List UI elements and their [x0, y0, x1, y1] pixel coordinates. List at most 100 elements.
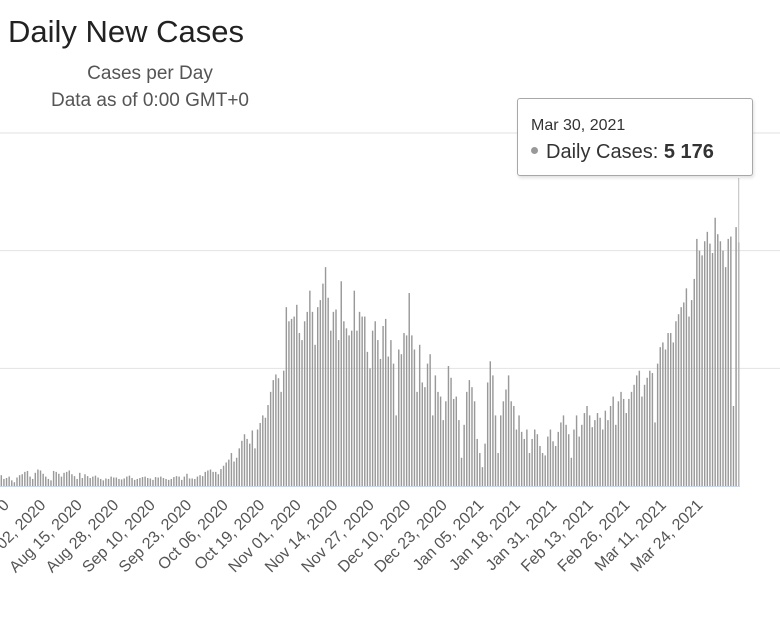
daily-cases-bar[interactable]: [539, 445, 541, 486]
daily-cases-bar[interactable]: [693, 278, 695, 486]
daily-cases-bar[interactable]: [387, 356, 390, 486]
daily-cases-bar[interactable]: [573, 429, 575, 486]
daily-cases-bar[interactable]: [337, 340, 340, 486]
daily-cases-bar[interactable]: [358, 311, 361, 486]
daily-cases-bar[interactable]: [649, 370, 651, 486]
daily-cases-bar[interactable]: [384, 318, 387, 486]
daily-cases-bar[interactable]: [13, 482, 16, 486]
daily-cases-bar[interactable]: [471, 387, 473, 486]
daily-cases-bar[interactable]: [620, 391, 622, 486]
daily-cases-bar[interactable]: [690, 300, 693, 486]
daily-cases-bar[interactable]: [541, 453, 544, 486]
daily-cases-bar[interactable]: [306, 311, 308, 486]
daily-cases-bar[interactable]: [16, 477, 18, 486]
daily-cases-bar[interactable]: [296, 304, 298, 486]
daily-cases-bar[interactable]: [204, 471, 206, 486]
daily-cases-bar[interactable]: [628, 398, 630, 486]
daily-cases-bar[interactable]: [141, 477, 144, 486]
daily-cases-bar[interactable]: [526, 429, 528, 486]
daily-cases-bar[interactable]: [39, 470, 42, 486]
daily-cases-bar[interactable]: [615, 424, 617, 486]
daily-cases-bar[interactable]: [92, 476, 94, 486]
daily-cases-bar[interactable]: [455, 396, 458, 486]
daily-cases-bar[interactable]: [128, 475, 131, 486]
daily-cases-bar[interactable]: [719, 241, 722, 486]
daily-cases-bar[interactable]: [209, 469, 212, 486]
daily-cases-bar[interactable]: [486, 382, 489, 486]
daily-cases-bar[interactable]: [154, 477, 157, 486]
daily-cases-bar[interactable]: [215, 471, 217, 486]
daily-cases-bar[interactable]: [314, 344, 316, 486]
daily-cases-bar[interactable]: [641, 396, 643, 486]
daily-cases-bar[interactable]: [651, 373, 654, 486]
daily-cases-bar[interactable]: [447, 365, 450, 486]
daily-cases-bar[interactable]: [94, 475, 97, 486]
daily-cases-bar[interactable]: [390, 340, 392, 486]
daily-cases-bar[interactable]: [50, 480, 52, 486]
daily-cases-bar[interactable]: [225, 462, 227, 486]
daily-cases-bar[interactable]: [327, 297, 329, 486]
daily-cases-bar[interactable]: [452, 398, 455, 486]
daily-cases-bar[interactable]: [254, 448, 256, 486]
daily-cases-bar[interactable]: [408, 293, 410, 486]
daily-cases-bar[interactable]: [581, 424, 583, 486]
daily-cases-bar[interactable]: [330, 330, 332, 486]
daily-cases-bar[interactable]: [518, 415, 520, 486]
daily-cases-bar[interactable]: [73, 476, 76, 486]
daily-cases-bar[interactable]: [602, 429, 604, 486]
daily-cases-bar[interactable]: [0, 475, 3, 486]
daily-cases-bar[interactable]: [411, 335, 413, 486]
daily-cases-bar[interactable]: [199, 475, 201, 486]
daily-cases-bar[interactable]: [711, 253, 714, 486]
daily-cases-bar[interactable]: [45, 476, 47, 486]
daily-cases-bar[interactable]: [26, 470, 29, 486]
daily-cases-bar[interactable]: [617, 401, 620, 486]
daily-cases-bar[interactable]: [662, 342, 664, 486]
daily-cases-bar[interactable]: [81, 478, 84, 486]
daily-cases-bar[interactable]: [71, 474, 73, 486]
daily-cases-bar[interactable]: [324, 267, 327, 486]
daily-cases-bar[interactable]: [37, 469, 39, 486]
daily-cases-bar[interactable]: [510, 401, 512, 486]
daily-cases-bar[interactable]: [625, 413, 627, 486]
daily-cases-bar[interactable]: [264, 417, 267, 486]
daily-cases-bar[interactable]: [230, 453, 233, 486]
daily-cases-bar[interactable]: [178, 476, 180, 486]
daily-cases-bar[interactable]: [319, 300, 322, 486]
daily-cases-bar[interactable]: [377, 340, 379, 486]
daily-cases-bar[interactable]: [534, 429, 536, 486]
daily-cases-bar[interactable]: [290, 318, 293, 486]
daily-cases-bar[interactable]: [460, 457, 463, 486]
daily-cases-bar[interactable]: [664, 349, 667, 486]
daily-cases-bar[interactable]: [544, 455, 546, 486]
daily-cases-bar[interactable]: [638, 370, 641, 486]
daily-cases-bar[interactable]: [55, 471, 57, 486]
daily-cases-bar[interactable]: [335, 309, 337, 487]
daily-cases-bar[interactable]: [340, 281, 342, 486]
daily-cases-bar[interactable]: [220, 469, 222, 486]
daily-cases-bar[interactable]: [249, 443, 251, 486]
daily-cases-bar[interactable]: [29, 476, 31, 486]
daily-cases-bar[interactable]: [591, 427, 593, 486]
daily-cases-bar[interactable]: [732, 405, 735, 486]
daily-cases-bar[interactable]: [659, 347, 661, 486]
daily-cases-bar[interactable]: [730, 236, 732, 486]
daily-cases-bar[interactable]: [348, 335, 350, 486]
daily-cases-bar[interactable]: [282, 370, 285, 486]
daily-cases-bar[interactable]: [356, 330, 358, 486]
daily-cases-bar[interactable]: [259, 422, 261, 486]
daily-cases-bar[interactable]: [63, 472, 65, 486]
daily-cases-bar[interactable]: [364, 316, 366, 486]
daily-cases-bar[interactable]: [586, 405, 588, 486]
daily-cases-bar[interactable]: [241, 440, 243, 486]
daily-cases-bar[interactable]: [267, 405, 269, 486]
daily-cases-bar[interactable]: [557, 431, 559, 486]
daily-cases-bar[interactable]: [251, 430, 254, 486]
daily-cases-bar[interactable]: [115, 477, 118, 486]
daily-cases-bar[interactable]: [696, 238, 698, 486]
daily-cases-bar[interactable]: [272, 380, 274, 486]
daily-cases-bar[interactable]: [170, 478, 172, 486]
daily-cases-bar[interactable]: [735, 227, 737, 486]
daily-cases-bar[interactable]: [173, 477, 175, 486]
daily-cases-bar[interactable]: [434, 375, 437, 486]
